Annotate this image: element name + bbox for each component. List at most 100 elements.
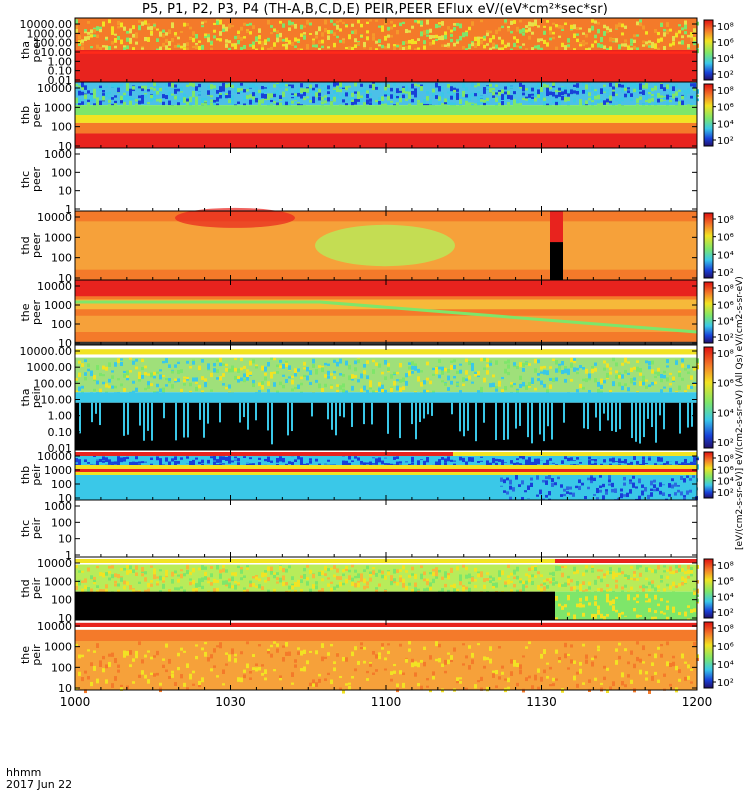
colorbar [703, 212, 714, 279]
colorbar-tick-label: 10⁸ [717, 86, 734, 97]
colorbar [703, 346, 714, 449]
y-tick-label: 10 [58, 272, 72, 285]
panel-probe-label: thd [19, 579, 32, 597]
x-tick-label: 1130 [526, 695, 557, 709]
panel-probe-label: thd [19, 236, 32, 254]
x-tick-label: 1030 [215, 695, 246, 709]
x-tick-label: 1000 [60, 695, 91, 709]
colorbar-tick-label: 10⁴ [717, 592, 734, 603]
y-tick-label: 1000 [44, 641, 72, 654]
y-tick-label: 0.01 [48, 442, 73, 455]
panel-species-label: peer [30, 167, 43, 193]
panel-probe-label: thc [19, 171, 32, 188]
colorbar-label: [eV/(cm2-s-sr-eV)] eV/(cm2-s-sr-eV) (All… [735, 276, 745, 550]
y-tick-label: 10000 [37, 280, 72, 293]
colorbar-tick-label: 10⁴ [717, 119, 734, 130]
y-tick-label: 100 [51, 661, 72, 674]
y-tick-label: 10000 [37, 82, 72, 95]
colorbar-tick-label: 10⁸ [717, 624, 734, 635]
y-tick-label: 10 [58, 533, 72, 546]
panel-probe-label: tha [19, 41, 32, 59]
colorbar-tick-label: 10² [717, 268, 734, 279]
panel-species-label: peir [30, 644, 43, 666]
y-tick-label: 10 [58, 612, 72, 625]
y-tick-label: 1000 [44, 148, 72, 161]
y-tick-label: 100.00 [34, 377, 73, 390]
y-tick-label: 1000 [44, 231, 72, 244]
colorbar-tick-label: 10⁴ [717, 317, 734, 328]
y-tick-label: 10.00 [41, 46, 73, 59]
y-tick-label: 10000 [37, 557, 72, 570]
colorbar [703, 558, 714, 619]
colorbar [703, 451, 714, 499]
panel-species-label: peer [30, 233, 43, 259]
colorbar-tick-label: 10⁶ [717, 577, 734, 588]
y-tick-label: 10.00 [41, 394, 73, 407]
y-tick-label: 1000 [44, 464, 72, 477]
colorbar-tick-label: 10⁶ [717, 233, 734, 244]
y-tick-label: 100.00 [34, 37, 73, 50]
y-tick-label: 1000.00 [27, 361, 73, 374]
colorbar [703, 19, 714, 81]
colorbar-tick-label: 10⁸ [717, 454, 734, 465]
colorbar-tick-label: 10⁴ [717, 408, 734, 419]
colorbar-tick-label: 10⁴ [717, 54, 734, 65]
colorbar-tick-label: 10⁸ [717, 561, 734, 572]
colorbar-tick-label: 10⁸ [717, 22, 734, 33]
y-tick-label: 10 [58, 682, 72, 695]
colorbar-tick-label: 10² [717, 608, 734, 619]
panel-species-label: peir [30, 386, 43, 408]
colorbar-tick-label: 10⁶ [717, 465, 734, 476]
x-tick-label: 1100 [371, 695, 402, 709]
y-tick-label: 100 [51, 594, 72, 607]
panel-probe-label: thb [19, 466, 32, 484]
panel-probe-label: tha [19, 388, 32, 406]
panel-probe-label: the [19, 646, 32, 664]
y-tick-label: 100 [51, 318, 72, 331]
colorbar-tick-label: 10⁸ [717, 215, 734, 226]
colorbar-tick-label: 10⁸ [717, 284, 734, 295]
colorbar-tick-label: 10⁴ [717, 250, 734, 261]
colorbar-tick-label: 10² [717, 70, 734, 81]
colorbar-tick-label: 10⁶ [717, 379, 734, 390]
colorbar [703, 83, 714, 147]
y-tick-label: 10 [58, 140, 72, 153]
colorbar [703, 281, 714, 344]
panel-tha-peir: 10000.00 1000.00 100.00 10.00 1.00 0.10 0.01 th… [19, 344, 734, 455]
y-tick-label: 100 [51, 252, 72, 265]
y-tick-label: 1000 [44, 299, 72, 312]
y-tick-label: 1000 [44, 500, 72, 513]
y-tick-label: 10 [58, 185, 72, 198]
y-tick-label: 100 [51, 478, 72, 491]
y-tick-label: 10 [58, 492, 72, 505]
y-tick-label: 0.01 [48, 74, 73, 87]
y-tick-label: 10000 [37, 211, 72, 224]
x-tick-label: 1200 [682, 695, 713, 709]
date-label: 2017 Jun 22 [6, 778, 73, 791]
colorbar-tick-label: 10² [717, 678, 734, 689]
y-tick-label: 1000 [44, 575, 72, 588]
colorbar-tick-label: 10⁶ [717, 300, 734, 311]
colorbar-tick-label: 10⁴ [717, 660, 734, 671]
time-format-label: hhmm [6, 766, 42, 779]
colorbar-tick-label: 10² [717, 438, 734, 449]
y-tick-label: 10 [58, 337, 72, 350]
panel-species-label: peir [30, 577, 43, 599]
panel-probe-label: thb [19, 106, 32, 124]
colorbar-tick-label: 10² [717, 136, 734, 147]
panel-species-label: peer [30, 300, 43, 326]
panels: 10000.001000.00100.0010.001.000.100.01th… [19, 17, 734, 695]
colorbar-tick-label: 10² [717, 333, 734, 344]
y-tick-label: 100 [51, 121, 72, 134]
y-tick-label: 10000.00 [20, 18, 73, 31]
